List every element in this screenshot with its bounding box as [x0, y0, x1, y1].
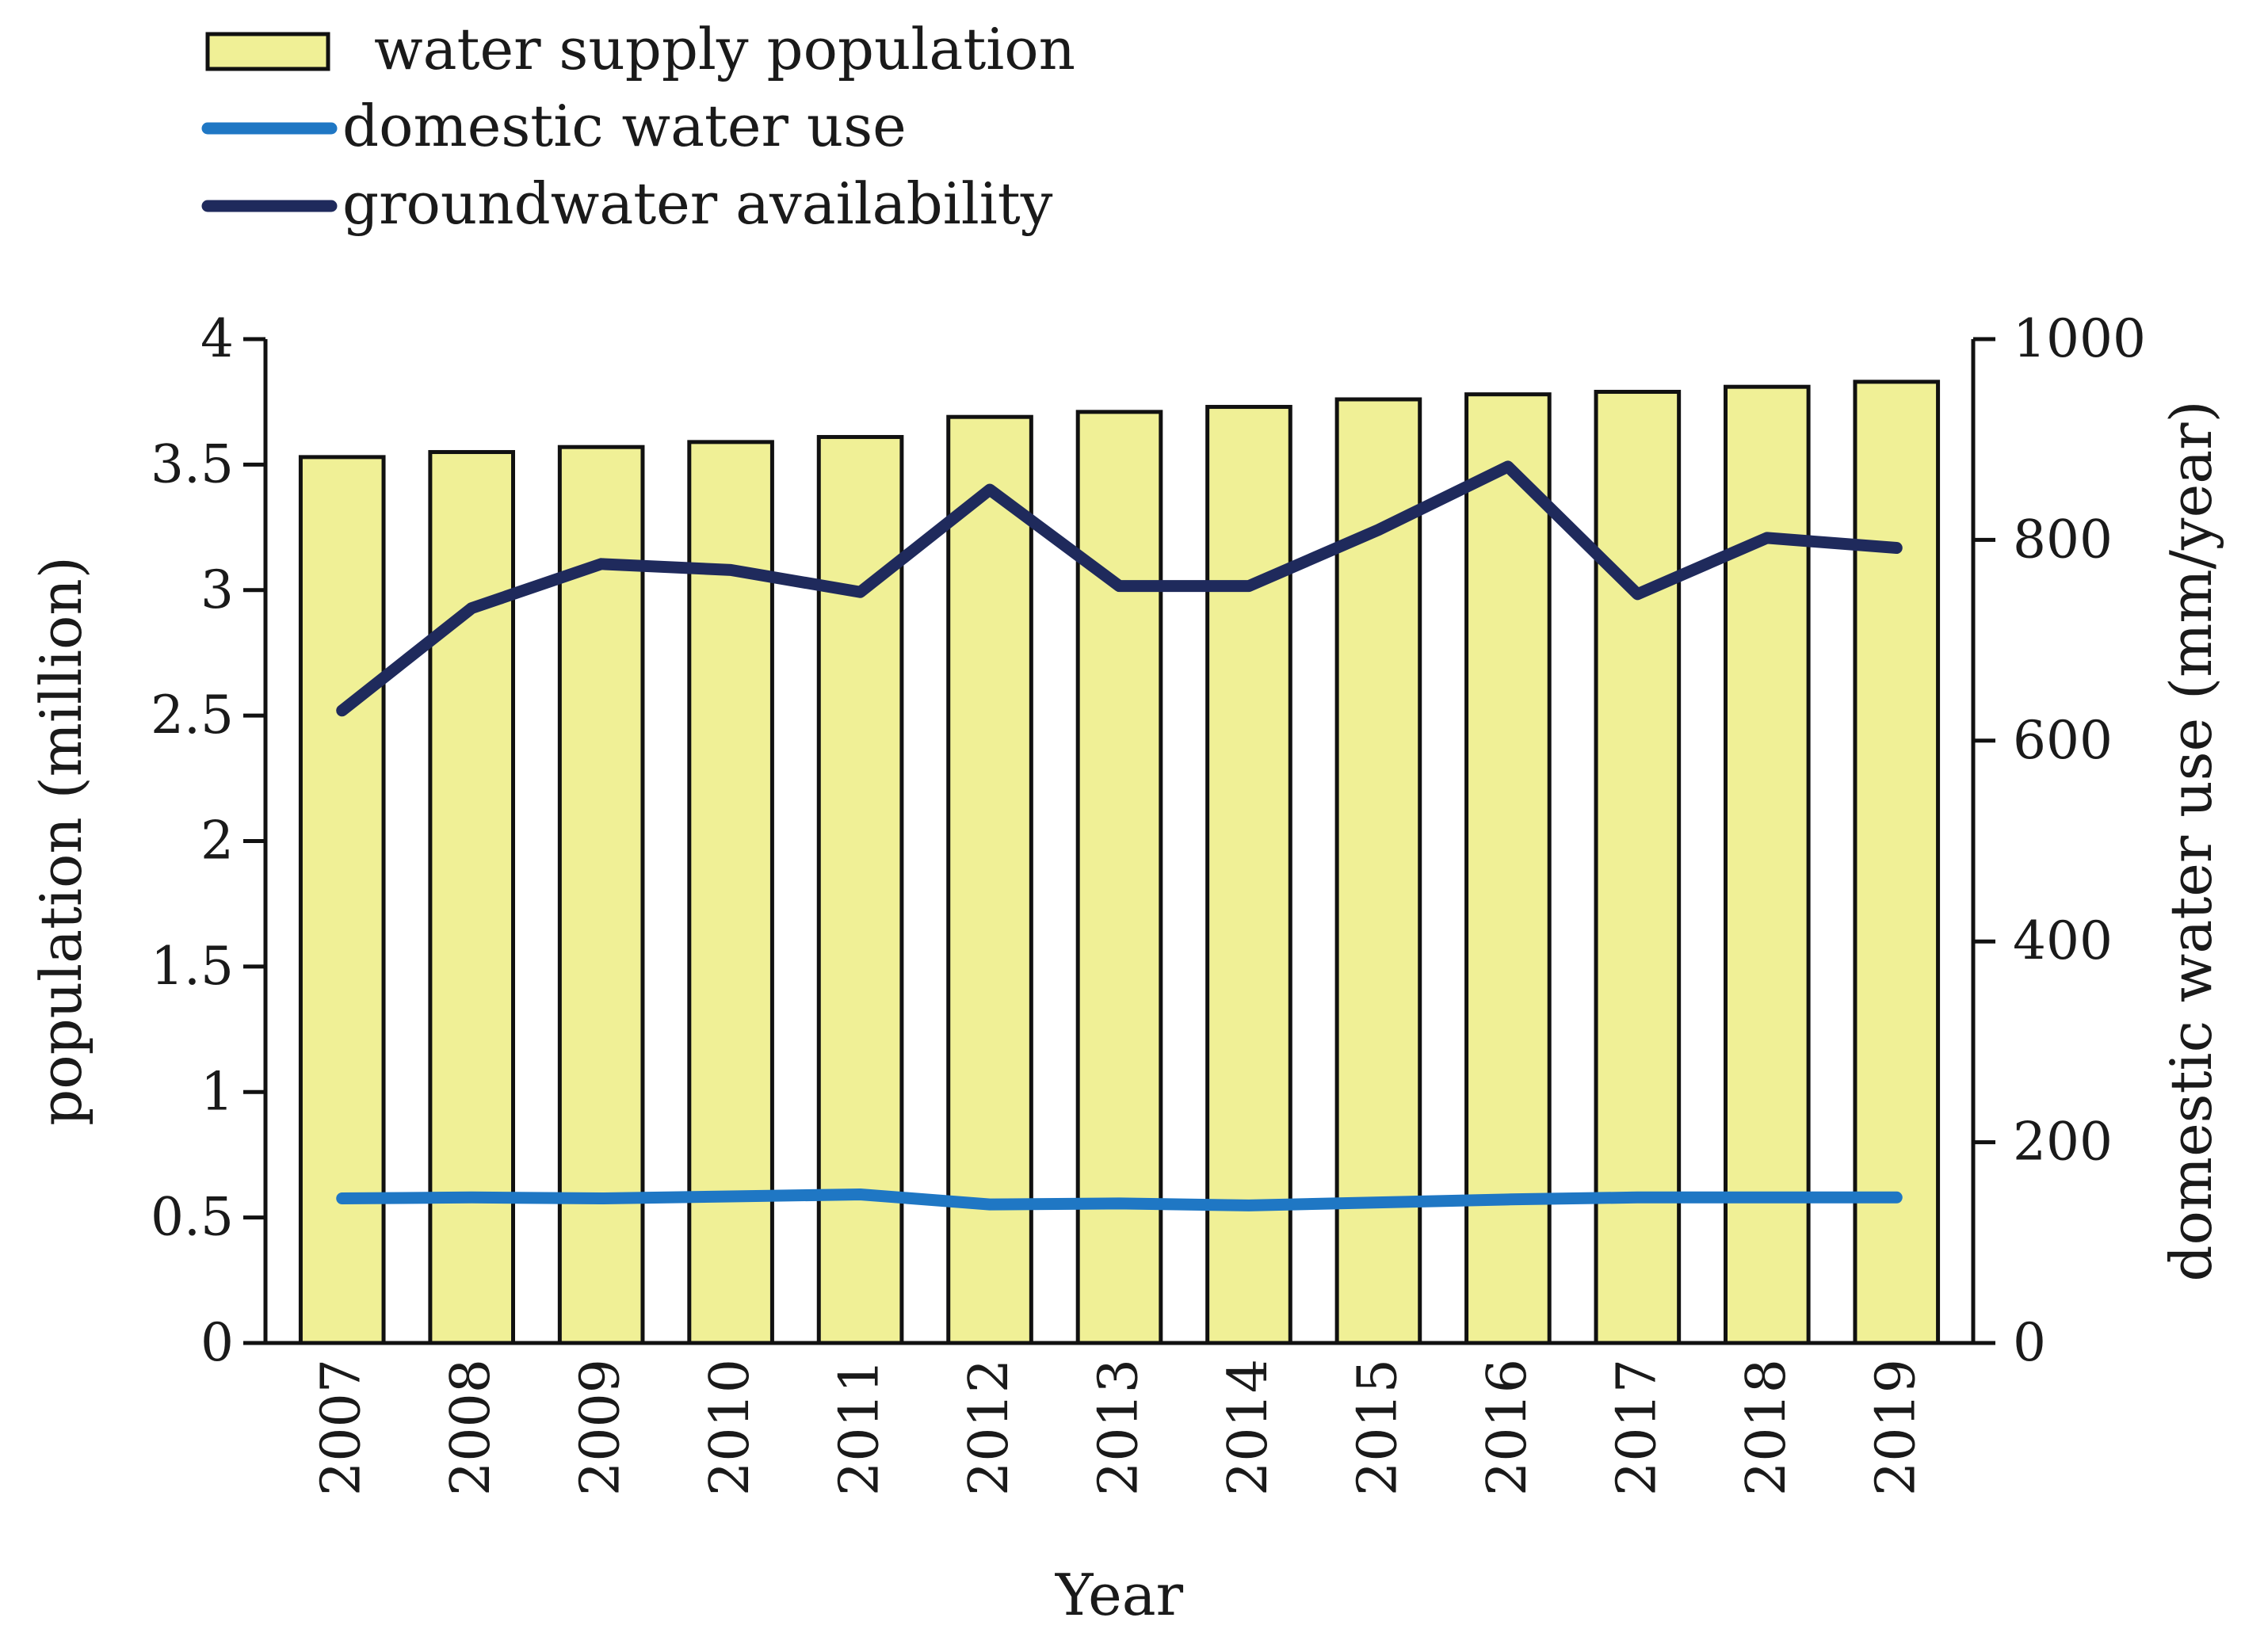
bar-2008	[430, 452, 514, 1343]
x-tick-label-2014: 2014	[1217, 1359, 1280, 1496]
left-tick-label: 0.5	[151, 1187, 234, 1248]
x-tick-label-2009: 2009	[570, 1359, 632, 1496]
x-tick-label-2010: 2010	[699, 1359, 762, 1496]
x-tick-label-2012: 2012	[958, 1359, 1021, 1496]
x-tick-label-2018: 2018	[1735, 1359, 1798, 1496]
x-tick-label-2015: 2015	[1346, 1359, 1409, 1496]
right-tick-label: 400	[2013, 910, 2113, 971]
legend-swatch-bar	[208, 34, 328, 69]
x-tick-label-2007: 2007	[311, 1359, 373, 1496]
bar-2007	[300, 457, 384, 1343]
x-tick-label-2017: 2017	[1605, 1359, 1668, 1496]
x-tick-label-2019: 2019	[1865, 1359, 1927, 1496]
right-tick-label: 800	[2013, 509, 2113, 570]
legend-label: water supply population	[374, 16, 1075, 82]
left-tick-label: 3	[200, 559, 234, 620]
right-tick-label: 1000	[2013, 308, 2146, 369]
legend-label: groundwater availability	[342, 170, 1053, 237]
legend-label: domestic water use	[342, 93, 907, 159]
left-tick-label: 0	[200, 1312, 234, 1373]
left-tick-label: 1	[200, 1061, 234, 1122]
right-tick-label: 200	[2013, 1112, 2113, 1173]
x-tick-label-2013: 2013	[1088, 1359, 1151, 1496]
legend: water supply population domestic water us…	[208, 16, 1075, 237]
right-tick-label: 600	[2013, 710, 2113, 771]
x-axis-title: Year	[1055, 1562, 1184, 1628]
x-tick-label-2016: 2016	[1476, 1359, 1539, 1496]
left-tick-label: 4	[200, 308, 234, 369]
left-tick-label: 1.5	[151, 936, 234, 997]
x-tick-label-2008: 2008	[440, 1359, 502, 1496]
right-tick-label: 0	[2013, 1312, 2046, 1373]
left-tick-label: 3.5	[151, 433, 234, 494]
bar-2009	[559, 447, 643, 1343]
right-axis-title: domestic water use (mm/year)	[2158, 400, 2224, 1281]
left-axis-title: population (million)	[28, 556, 94, 1126]
left-tick-label: 2.5	[151, 685, 234, 746]
left-tick-label: 2	[200, 811, 234, 872]
x-tick-label-2011: 2011	[829, 1359, 892, 1496]
